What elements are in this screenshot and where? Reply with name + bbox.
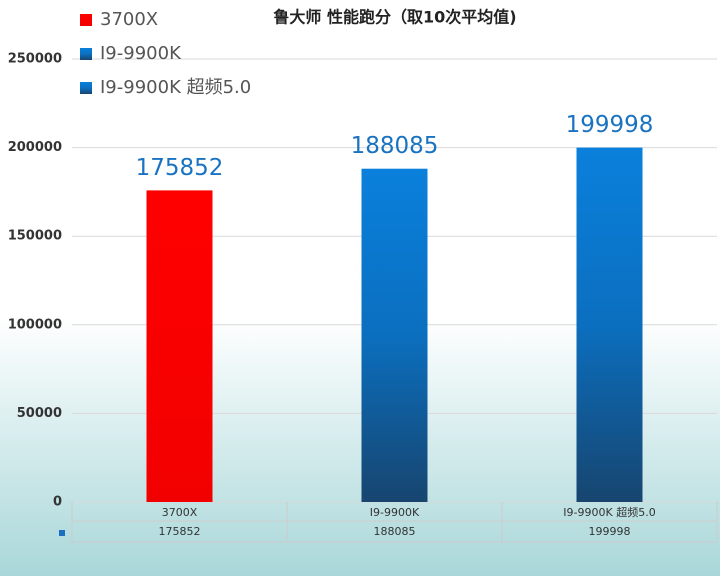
legend-marker	[80, 14, 92, 26]
table-value: 175852	[159, 525, 201, 538]
chart-title: 鲁大师 性能跑分（取10次平均值)	[272, 8, 516, 27]
data-label: 199998	[566, 112, 654, 138]
data-label: 188085	[351, 133, 439, 159]
table-value: 188085	[374, 525, 416, 538]
y-tick-label: 150000	[8, 229, 62, 244]
x-tick-label: I9-9900K 超频5.0	[563, 505, 655, 519]
y-tick-label: 250000	[8, 52, 62, 67]
y-tick-label: 50000	[17, 406, 62, 421]
y-tick-label: 100000	[8, 317, 62, 332]
legend-label: I9-9900K	[100, 43, 182, 64]
legend-label: I9-9900K 超频5.0	[100, 77, 251, 98]
legend-marker	[80, 82, 92, 94]
bar	[361, 168, 428, 502]
table-value: 199998	[589, 525, 631, 538]
bar	[146, 190, 213, 502]
table-key	[59, 530, 65, 536]
bar	[576, 147, 643, 502]
x-tick-label: I9-9900K	[370, 506, 420, 519]
y-tick-label: 200000	[8, 140, 62, 155]
y-tick-label: 0	[53, 495, 62, 510]
x-tick-label: 3700X	[162, 506, 198, 519]
data-label: 175852	[136, 155, 224, 181]
legend-marker	[80, 48, 92, 60]
legend-label: 3700X	[100, 9, 158, 30]
